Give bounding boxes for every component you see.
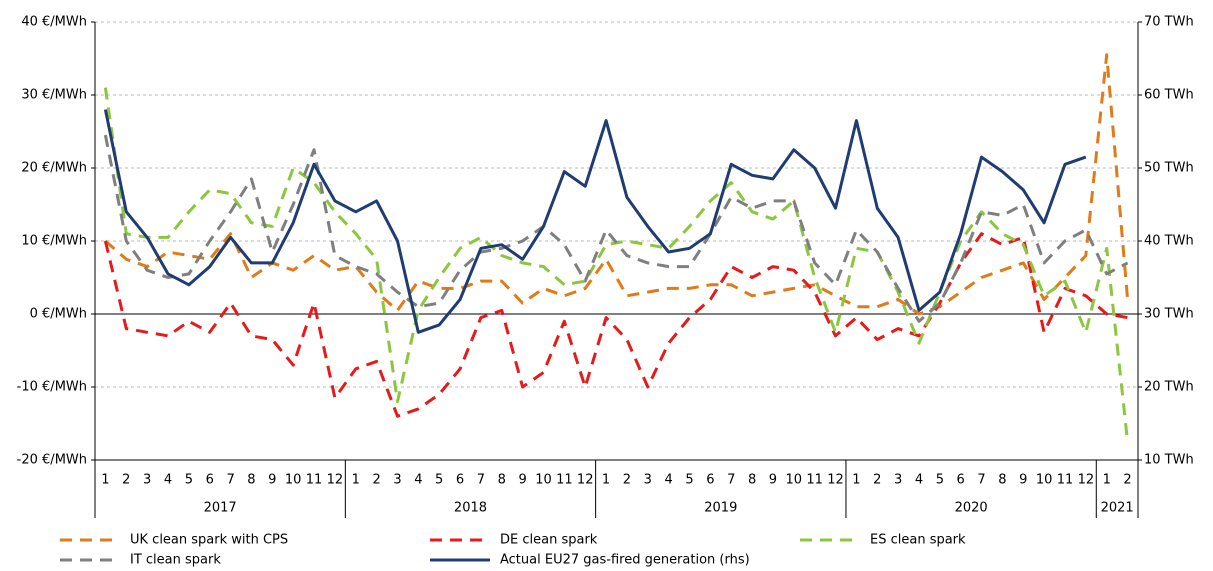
year-label: 2020 — [955, 501, 988, 516]
series-line — [103, 87, 1130, 442]
x-tick-label: 8 — [998, 473, 1006, 488]
x-tick-label: 7 — [727, 473, 735, 488]
x-tick-label: 9 — [518, 473, 526, 488]
x-tick-label: 11 — [556, 473, 573, 488]
y-tick-label: 20 €/MWh — [21, 161, 87, 176]
x-tick-label: 5 — [435, 473, 443, 488]
legend-label: Actual EU27 gas-fired generation (rhs) — [500, 553, 750, 568]
y-tick-label: 40 €/MWh — [21, 15, 87, 30]
x-tick-label: 5 — [185, 473, 193, 488]
y2-tick-label: 10 TWh — [1144, 453, 1194, 468]
x-tick-label: 3 — [644, 473, 652, 488]
series-line — [103, 109, 1087, 334]
year-label: 2017 — [204, 501, 237, 516]
x-tick-label: 12 — [1078, 473, 1095, 488]
x-tick-label: 8 — [498, 473, 506, 488]
x-tick-label: 2 — [623, 473, 631, 488]
legend-label: IT clean spark — [130, 553, 221, 568]
x-tick-label: 11 — [306, 473, 323, 488]
x-tick-label: 1 — [852, 473, 860, 488]
x-tick-label: 3 — [143, 473, 151, 488]
x-tick-label: 1 — [602, 473, 610, 488]
x-tick-label: 12 — [577, 473, 594, 488]
series-line — [103, 232, 1128, 418]
x-tick-label: 4 — [414, 473, 422, 488]
year-label: 2021 — [1101, 501, 1134, 516]
y2-tick-label: 70 TWh — [1144, 15, 1194, 30]
x-tick-label: 9 — [769, 473, 777, 488]
year-label: 2019 — [704, 501, 737, 516]
x-tick-label: 3 — [393, 473, 401, 488]
x-tick-label: 7 — [477, 473, 485, 488]
x-tick-label: 1 — [101, 473, 109, 488]
x-tick-label: 5 — [936, 473, 944, 488]
x-tick-label: 4 — [915, 473, 923, 488]
x-tick-label: 2 — [372, 473, 380, 488]
legend-label: DE clean spark — [500, 533, 598, 548]
x-tick-label: 6 — [957, 473, 965, 488]
x-tick-label: 4 — [164, 473, 172, 488]
x-tick-label: 7 — [226, 473, 234, 488]
legend-label: UK clean spark with CPS — [130, 533, 288, 548]
x-tick-label: 9 — [1019, 473, 1027, 488]
x-tick-label: 10 — [535, 473, 552, 488]
x-tick-label: 10 — [786, 473, 803, 488]
x-tick-label: 12 — [827, 473, 844, 488]
x-tick-label: 6 — [706, 473, 714, 488]
x-tick-label: 8 — [247, 473, 255, 488]
x-tick-label: 8 — [748, 473, 756, 488]
x-tick-label: 6 — [206, 473, 214, 488]
x-tick-label: 1 — [1103, 473, 1111, 488]
series-line — [104, 53, 1130, 316]
series-line — [103, 134, 1129, 323]
x-tick-label: 6 — [456, 473, 464, 488]
x-tick-label: 10 — [1036, 473, 1053, 488]
x-tick-label: 9 — [268, 473, 276, 488]
x-tick-label: 11 — [1057, 473, 1074, 488]
y2-tick-label: 50 TWh — [1144, 161, 1194, 176]
x-tick-label: 1 — [352, 473, 360, 488]
x-tick-label: 4 — [665, 473, 673, 488]
year-label: 2018 — [454, 501, 487, 516]
y-tick-label: -10 €/MWh — [17, 380, 87, 395]
x-tick-label: 2 — [122, 473, 130, 488]
x-tick-label: 10 — [285, 473, 302, 488]
y-tick-label: 0 €/MWh — [30, 307, 87, 322]
legend-label: ES clean spark — [870, 533, 966, 548]
x-tick-label: 2 — [1123, 473, 1131, 488]
x-tick-label: 3 — [894, 473, 902, 488]
y2-tick-label: 30 TWh — [1144, 307, 1194, 322]
y2-tick-label: 60 TWh — [1144, 88, 1194, 103]
x-tick-label: 7 — [977, 473, 985, 488]
x-tick-label: 2 — [873, 473, 881, 488]
y-tick-label: 10 €/MWh — [21, 234, 87, 249]
y2-tick-label: 20 TWh — [1144, 380, 1194, 395]
x-tick-label: 11 — [806, 473, 823, 488]
x-tick-label: 5 — [685, 473, 693, 488]
y-tick-label: -20 €/MWh — [17, 453, 87, 468]
y-tick-label: 30 €/MWh — [21, 88, 87, 103]
y2-tick-label: 40 TWh — [1144, 234, 1194, 249]
x-tick-label: 12 — [327, 473, 344, 488]
